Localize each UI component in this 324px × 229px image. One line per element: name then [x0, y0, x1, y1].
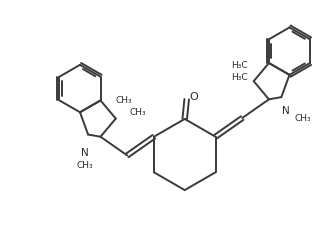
Text: CH₃: CH₃ — [115, 96, 132, 105]
Text: H₃C: H₃C — [232, 61, 248, 70]
Text: N: N — [283, 106, 290, 116]
Text: CH₃: CH₃ — [129, 108, 146, 117]
Text: N: N — [81, 148, 89, 158]
Text: CH₃: CH₃ — [295, 114, 311, 123]
Text: O: O — [189, 92, 198, 102]
Text: H₃C: H₃C — [232, 73, 248, 82]
Text: CH₃: CH₃ — [77, 161, 93, 170]
